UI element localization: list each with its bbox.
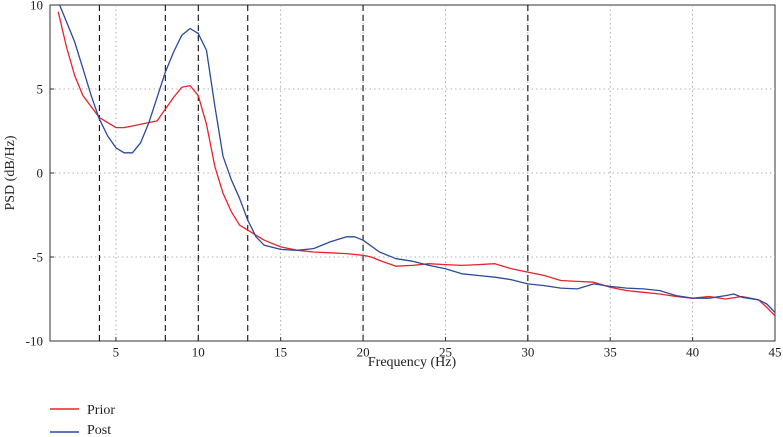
y-tick-label: 0 — [37, 166, 44, 181]
series-line-prior — [57, 11, 775, 317]
y-axis-title: PSD (dB/Hz) — [3, 135, 18, 210]
x-tick-label: 10 — [192, 345, 205, 360]
x-tick-label: 25 — [439, 345, 452, 360]
y-tick-label: -10 — [26, 334, 43, 349]
legend-label-post: Post — [87, 423, 111, 437]
x-tick-label: 30 — [521, 345, 534, 360]
x-ticks: 5 10 15 20 25 30 35 40 45 — [113, 337, 782, 360]
x-tick-label: 5 — [113, 345, 120, 360]
series-group — [57, 5, 775, 317]
legend: Prior Post — [50, 403, 115, 437]
series-line-post — [58, 5, 775, 313]
grid — [50, 5, 775, 341]
legend-label-prior: Prior — [87, 403, 115, 418]
band-markers — [98, 5, 529, 341]
x-tick-label: 40 — [686, 345, 699, 360]
y-tick-label: 5 — [37, 82, 44, 97]
x-axis-title: Frequency (Hz) — [368, 355, 457, 370]
x-tick-label: 45 — [769, 345, 782, 360]
x-tick-label: 15 — [274, 345, 287, 360]
y-ticks: -10 -5 0 5 10 — [26, 0, 54, 349]
x-tick-label: 35 — [604, 345, 617, 360]
y-tick-label: 10 — [30, 0, 43, 13]
y-tick-label: -5 — [32, 250, 43, 265]
x-tick-label: 20 — [357, 345, 370, 360]
